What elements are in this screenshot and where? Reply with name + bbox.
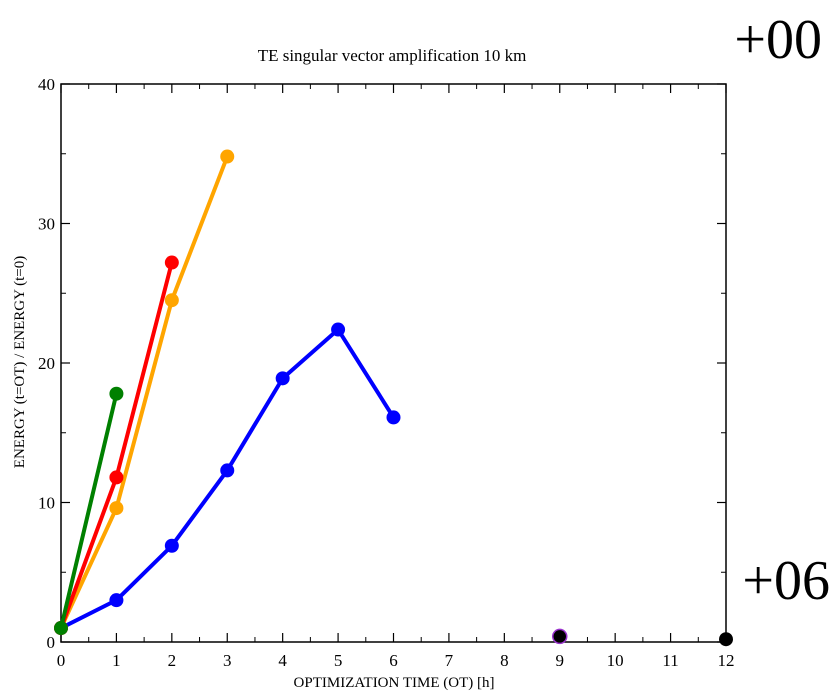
series-group [54,149,733,647]
data-point [164,255,179,270]
data-point [220,149,235,164]
data-point [552,628,568,645]
series-3 [54,386,124,636]
x-tick-label: 12 [718,651,735,670]
y-axis-label: ENERGY (t=OT) / ENERGY (t=0) [12,256,28,468]
x-tick-label: 6 [389,651,398,670]
data-point [109,593,124,608]
data-point [275,371,290,386]
data-point [164,293,179,308]
x-tick-label: 1 [112,651,121,670]
series-5 [719,632,733,647]
data-point [109,501,124,516]
y-tick-label: 20 [38,354,55,373]
y-tick-label: 10 [38,494,55,513]
x-tick-label: 0 [57,651,66,670]
series-1 [54,149,235,636]
data-point [386,410,401,425]
x-tick-label: 11 [662,651,678,670]
data-point [719,632,733,647]
x-tick-label: 10 [607,651,624,670]
x-tick-label: 4 [278,651,287,670]
x-tick-label: 8 [500,651,509,670]
data-point [331,322,346,337]
y-tick-label: 0 [47,633,56,652]
series-line [59,260,174,631]
series-line [59,391,119,631]
data-point [109,470,124,485]
x-tick-label: 7 [445,651,454,670]
y-tick-label: 40 [38,75,55,94]
x-axis-label: OPTIMIZATION TIME (OT) [h] [294,675,495,691]
time-label-plus-00: +00 [734,9,822,71]
data-point [164,538,179,553]
x-tick-label: 2 [168,651,177,670]
x-tick-label: 9 [556,651,565,670]
series-0 [54,322,401,636]
x-tick-label: 5 [334,651,343,670]
time-label-plus-06: +06 [742,550,830,612]
series-4 [552,628,568,645]
chart-title: TE singular vector amplification 10 km [258,46,527,65]
y-tick-label: 30 [38,215,55,234]
data-point [54,621,68,636]
data-point [109,386,124,401]
series-line [59,154,230,631]
data-point [220,463,235,478]
x-tick-label: 3 [223,651,232,670]
